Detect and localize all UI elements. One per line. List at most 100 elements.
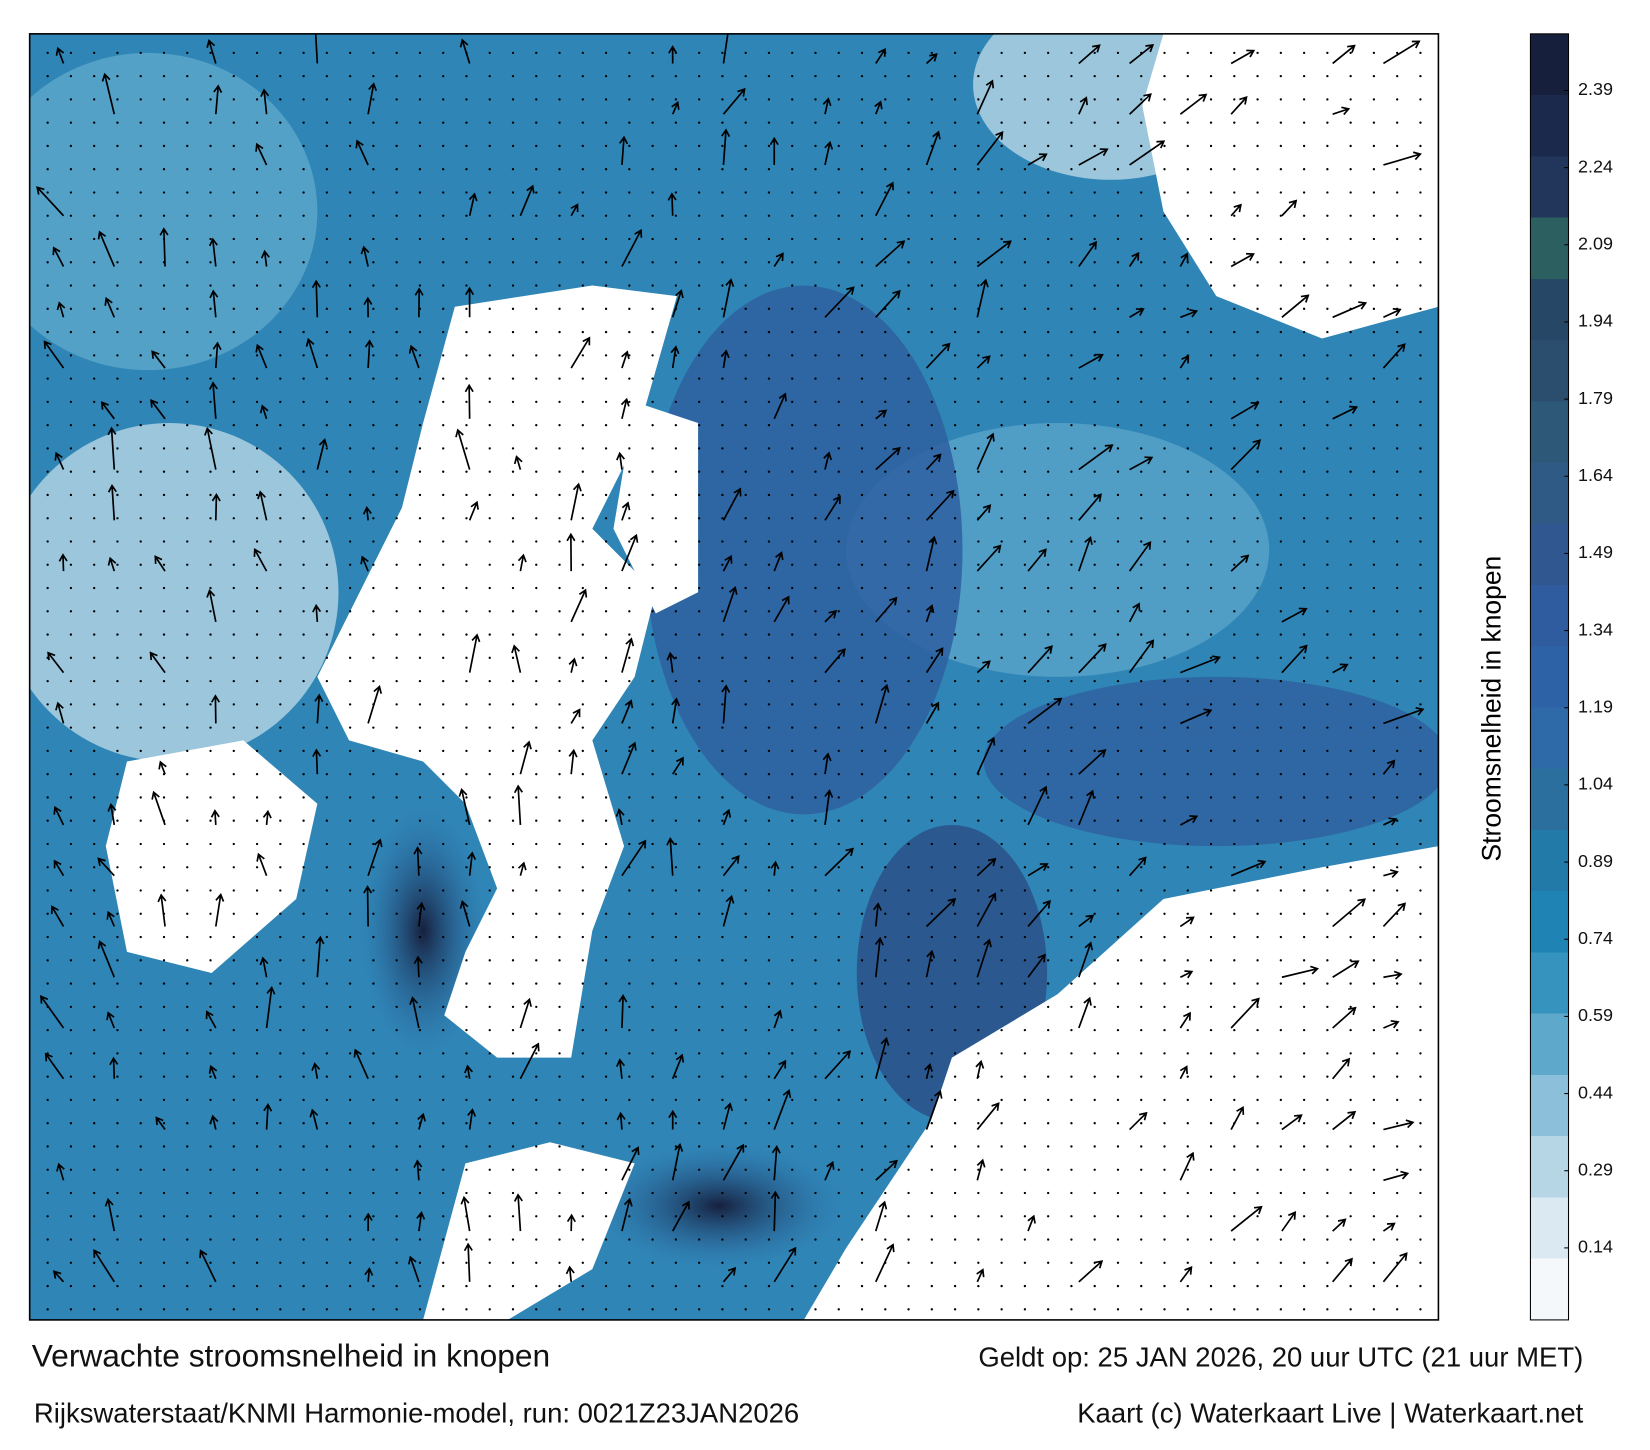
grid-dot [860,1308,864,1311]
grid-dot [302,1261,305,1264]
grid-dot [1279,656,1282,660]
grid-dot [395,517,398,520]
grid-dot [302,1005,305,1009]
current-arrow [618,994,628,1029]
current-arrow [721,128,731,166]
grid-dot [1163,517,1166,520]
grid-dot [604,470,608,473]
grid-dot [953,144,957,148]
current-arrow [36,186,65,217]
current-arrow [416,1210,426,1232]
grid-dot [93,447,96,450]
grid-dot [884,842,887,846]
grid-dot [93,214,96,217]
grid-dot [1419,819,1422,822]
grid-dot [1140,377,1143,380]
grid-dot [1372,726,1376,729]
grid-dot [814,261,817,264]
grid-dot [744,98,747,101]
grid-dot [697,889,701,892]
grid-dot [604,330,608,334]
grid-dot [1302,330,1306,334]
grid-dot [1000,470,1003,473]
grid-dot [46,563,49,566]
grid-dot [697,1122,701,1125]
grid-dot [721,656,724,660]
grid-dot [232,1191,235,1195]
grid-dot [1279,1005,1282,1009]
grid-dot [604,633,608,636]
grid-dot [1349,889,1352,892]
grid-dot [744,214,747,217]
grid-dot [302,237,305,241]
current-arrow [773,392,787,420]
grid-dot [1163,330,1166,334]
grid-dot [1279,796,1282,799]
grid-dot [837,1145,840,1148]
grid-dot [744,749,747,753]
grid-dot [1256,307,1259,310]
current-arrow [314,33,319,64]
grid-dot [1093,470,1096,473]
current-arrow [773,1246,797,1283]
grid-dot [1349,773,1352,776]
grid-dot [767,214,771,217]
grid-dot [558,168,561,171]
grid-dot [395,1261,398,1264]
grid-dot [837,121,840,124]
grid-dot [697,354,701,357]
grid-dot [977,726,980,729]
grid-dot [488,796,491,799]
grid-dot [116,1122,119,1125]
grid-dot [325,1005,329,1009]
grid-dot [255,540,259,543]
grid-dot [814,1075,817,1078]
current-arrow [621,741,637,775]
current-arrow [565,1265,575,1282]
grid-dot [325,1308,329,1311]
grid-dot [744,819,747,822]
grid-dot [1070,144,1073,148]
colorbar-tick-label: 0.44 [1578,1082,1613,1102]
grid-dot [1116,912,1120,915]
grid-dot [255,1122,259,1125]
grid-dot [209,935,212,939]
current-arrow [925,535,938,572]
grid-dot [488,726,491,729]
grid-dot [1256,1052,1259,1055]
grid-dot [1396,935,1399,939]
grid-dot [1419,191,1422,194]
grid-dot [1000,773,1003,776]
grid-dot [1046,796,1050,799]
grid-dot [977,912,980,915]
grid-dot [535,982,538,985]
grid-dot [697,284,701,287]
grid-dot [255,447,259,450]
current-arrow [1078,941,1094,978]
grid-dot [1093,1052,1096,1055]
grid-dot [930,1191,933,1195]
grid-dot [372,796,375,799]
grid-dot [1070,424,1073,427]
current-arrow [620,397,630,420]
grid-dot [139,144,142,148]
grid-dot [604,586,608,590]
grid-dot [721,866,724,869]
grid-dot [581,610,584,613]
grid-dot [1349,679,1352,683]
grid-dot [116,1238,119,1241]
current-arrow [1332,898,1366,928]
grid-dot [1396,51,1399,55]
grid-dot [186,1145,189,1148]
grid-dot [442,959,445,962]
colorbar-tick-label: 2.24 [1578,156,1613,176]
grid-dot [232,261,235,264]
grid-dot [930,1308,933,1311]
grid-dot [511,517,515,520]
current-arrow [455,428,471,470]
grid-dot [1279,1308,1282,1311]
grid-dot [1372,540,1376,543]
grid-dot [325,796,329,799]
grid-dot [279,610,282,613]
grid-dot [860,656,864,660]
